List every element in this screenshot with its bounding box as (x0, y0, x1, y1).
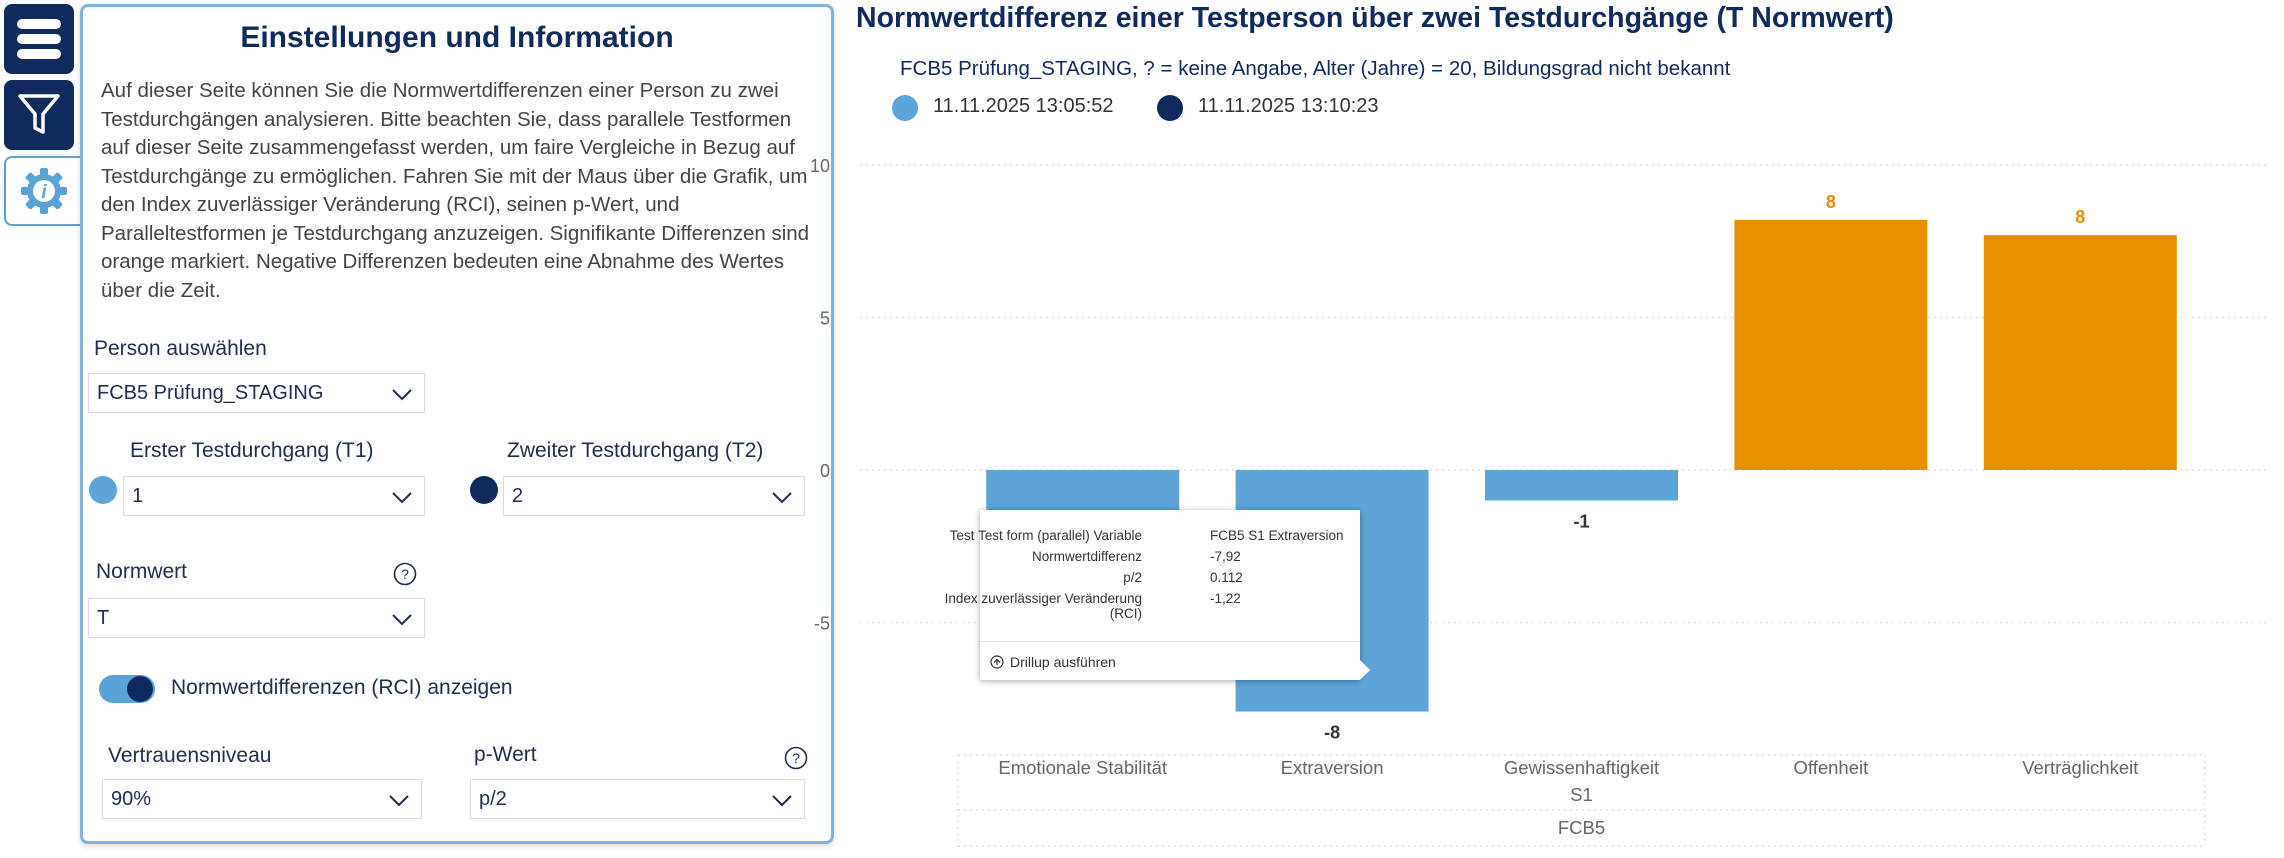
legend-dot-t2 (1157, 95, 1183, 121)
chevron-down-icon (772, 492, 792, 504)
help-icon[interactable]: ? (393, 562, 417, 586)
group-label-s1: S1 (1570, 784, 1593, 805)
person-select[interactable]: FCB5 Prüfung_STAGING (88, 373, 425, 413)
bar-gewissenhaftigkeit (1485, 470, 1678, 501)
norm-select[interactable]: T (88, 598, 425, 638)
tooltip-divider (980, 641, 1360, 642)
data-label: -8 (1324, 723, 1340, 743)
info-button[interactable]: i (4, 156, 82, 226)
data-label: 8 (2075, 207, 2085, 227)
tooltip: Test Test form (parallel) Variable FCB5 … (945, 510, 1370, 680)
bar-offenheit (1734, 219, 1928, 470)
toggle-knob (127, 676, 153, 702)
tooltip-pointer (1360, 660, 1370, 680)
t1-select-value: 1 (132, 484, 144, 507)
group-label-fcb5: FCB5 (1558, 817, 1605, 838)
rci-toggle-label: Normwertdifferenzen (RCI) anzeigen (171, 676, 513, 699)
t1-select[interactable]: 1 (123, 476, 425, 516)
menu-button[interactable] (4, 4, 74, 74)
legend-dot-t1 (892, 95, 918, 121)
x-tick-label: Offenheit (1794, 757, 1869, 778)
drillup-icon (990, 655, 1004, 669)
filter-button[interactable] (4, 80, 74, 150)
svg-text:i: i (41, 182, 47, 203)
tooltip-key: p/2 (1123, 570, 1142, 585)
chevron-down-icon (392, 389, 412, 401)
svg-text:?: ? (401, 566, 409, 582)
drillup-action[interactable]: Drillup ausführen (990, 654, 1116, 670)
data-label: -1 (1573, 512, 1589, 532)
menu-icon (17, 19, 61, 59)
info-icon: i (21, 168, 67, 214)
t2-label: Zweiter Testdurchgang (T2) (507, 439, 764, 462)
tooltip-value: -1,22 (1210, 591, 1241, 606)
chevron-down-icon (392, 614, 412, 626)
rci-toggle[interactable] (99, 675, 155, 703)
t1-color-dot (89, 476, 117, 504)
pvalue-select-value: p/2 (479, 787, 507, 810)
x-tick-label: Emotionale Stabilität (998, 757, 1167, 778)
t2-select[interactable]: 2 (503, 476, 805, 516)
confidence-select-value: 90% (111, 787, 152, 810)
pvalue-select[interactable]: p/2 (470, 779, 805, 819)
chevron-down-icon (772, 795, 792, 807)
legend-label-t1: 11.11.2025 13:05:52 (933, 95, 1114, 117)
svg-text:?: ? (792, 750, 800, 766)
panel-title: Einstellungen und Information (240, 21, 674, 54)
chart-title: Normwertdifferenz einer Testperson über … (856, 2, 1894, 34)
drillup-label: Drillup ausführen (1010, 654, 1116, 670)
bar-vertr-glichkeit (1983, 235, 2177, 470)
settings-panel: Einstellungen und Information Auf dieser… (80, 4, 834, 844)
t2-select-value: 2 (512, 484, 524, 507)
person-select-value: FCB5 Prüfung_STAGING (97, 381, 324, 404)
help-icon[interactable]: ? (784, 746, 808, 770)
pvalue-label: p-Wert (474, 743, 537, 766)
tooltip-value: FCB5 S1 Extraversion (1210, 528, 1344, 543)
chevron-down-icon (392, 492, 412, 504)
data-label: 8 (1826, 192, 1836, 212)
chevron-down-icon (389, 795, 409, 807)
t1-label: Erster Testdurchgang (T1) (130, 439, 374, 462)
x-tick-label: Extraversion (1281, 757, 1384, 778)
norm-label: Normwert (96, 560, 188, 583)
t2-color-dot (470, 476, 498, 504)
tooltip-key: Normwertdifferenz (1031, 549, 1142, 564)
person-label: Person auswählen (94, 337, 267, 360)
confidence-select[interactable]: 90% (102, 779, 422, 819)
tooltip-value: 0.112 (1210, 570, 1243, 585)
tooltip-key: Test Test form (parallel) Variable (949, 528, 1142, 543)
chart-subtitle: FCB5 Prüfung_STAGING, ? = keine Angabe, … (900, 57, 1731, 80)
legend-label-t2: 11.11.2025 13:10:23 (1198, 95, 1379, 117)
panel-description: Auf dieser Seite können Sie die Normwert… (101, 79, 810, 302)
x-tick-label: Verträglichkeit (2022, 757, 2138, 778)
confidence-label: Vertrauensniveau (108, 744, 272, 767)
filter-icon (18, 94, 60, 134)
x-tick-label: Gewissenhaftigkeit (1504, 757, 1659, 778)
norm-select-value: T (97, 606, 110, 629)
tooltip-key: Index zuverlässiger Veränderung (RCI) (944, 591, 1142, 621)
tooltip-value: -7,92 (1210, 549, 1241, 564)
